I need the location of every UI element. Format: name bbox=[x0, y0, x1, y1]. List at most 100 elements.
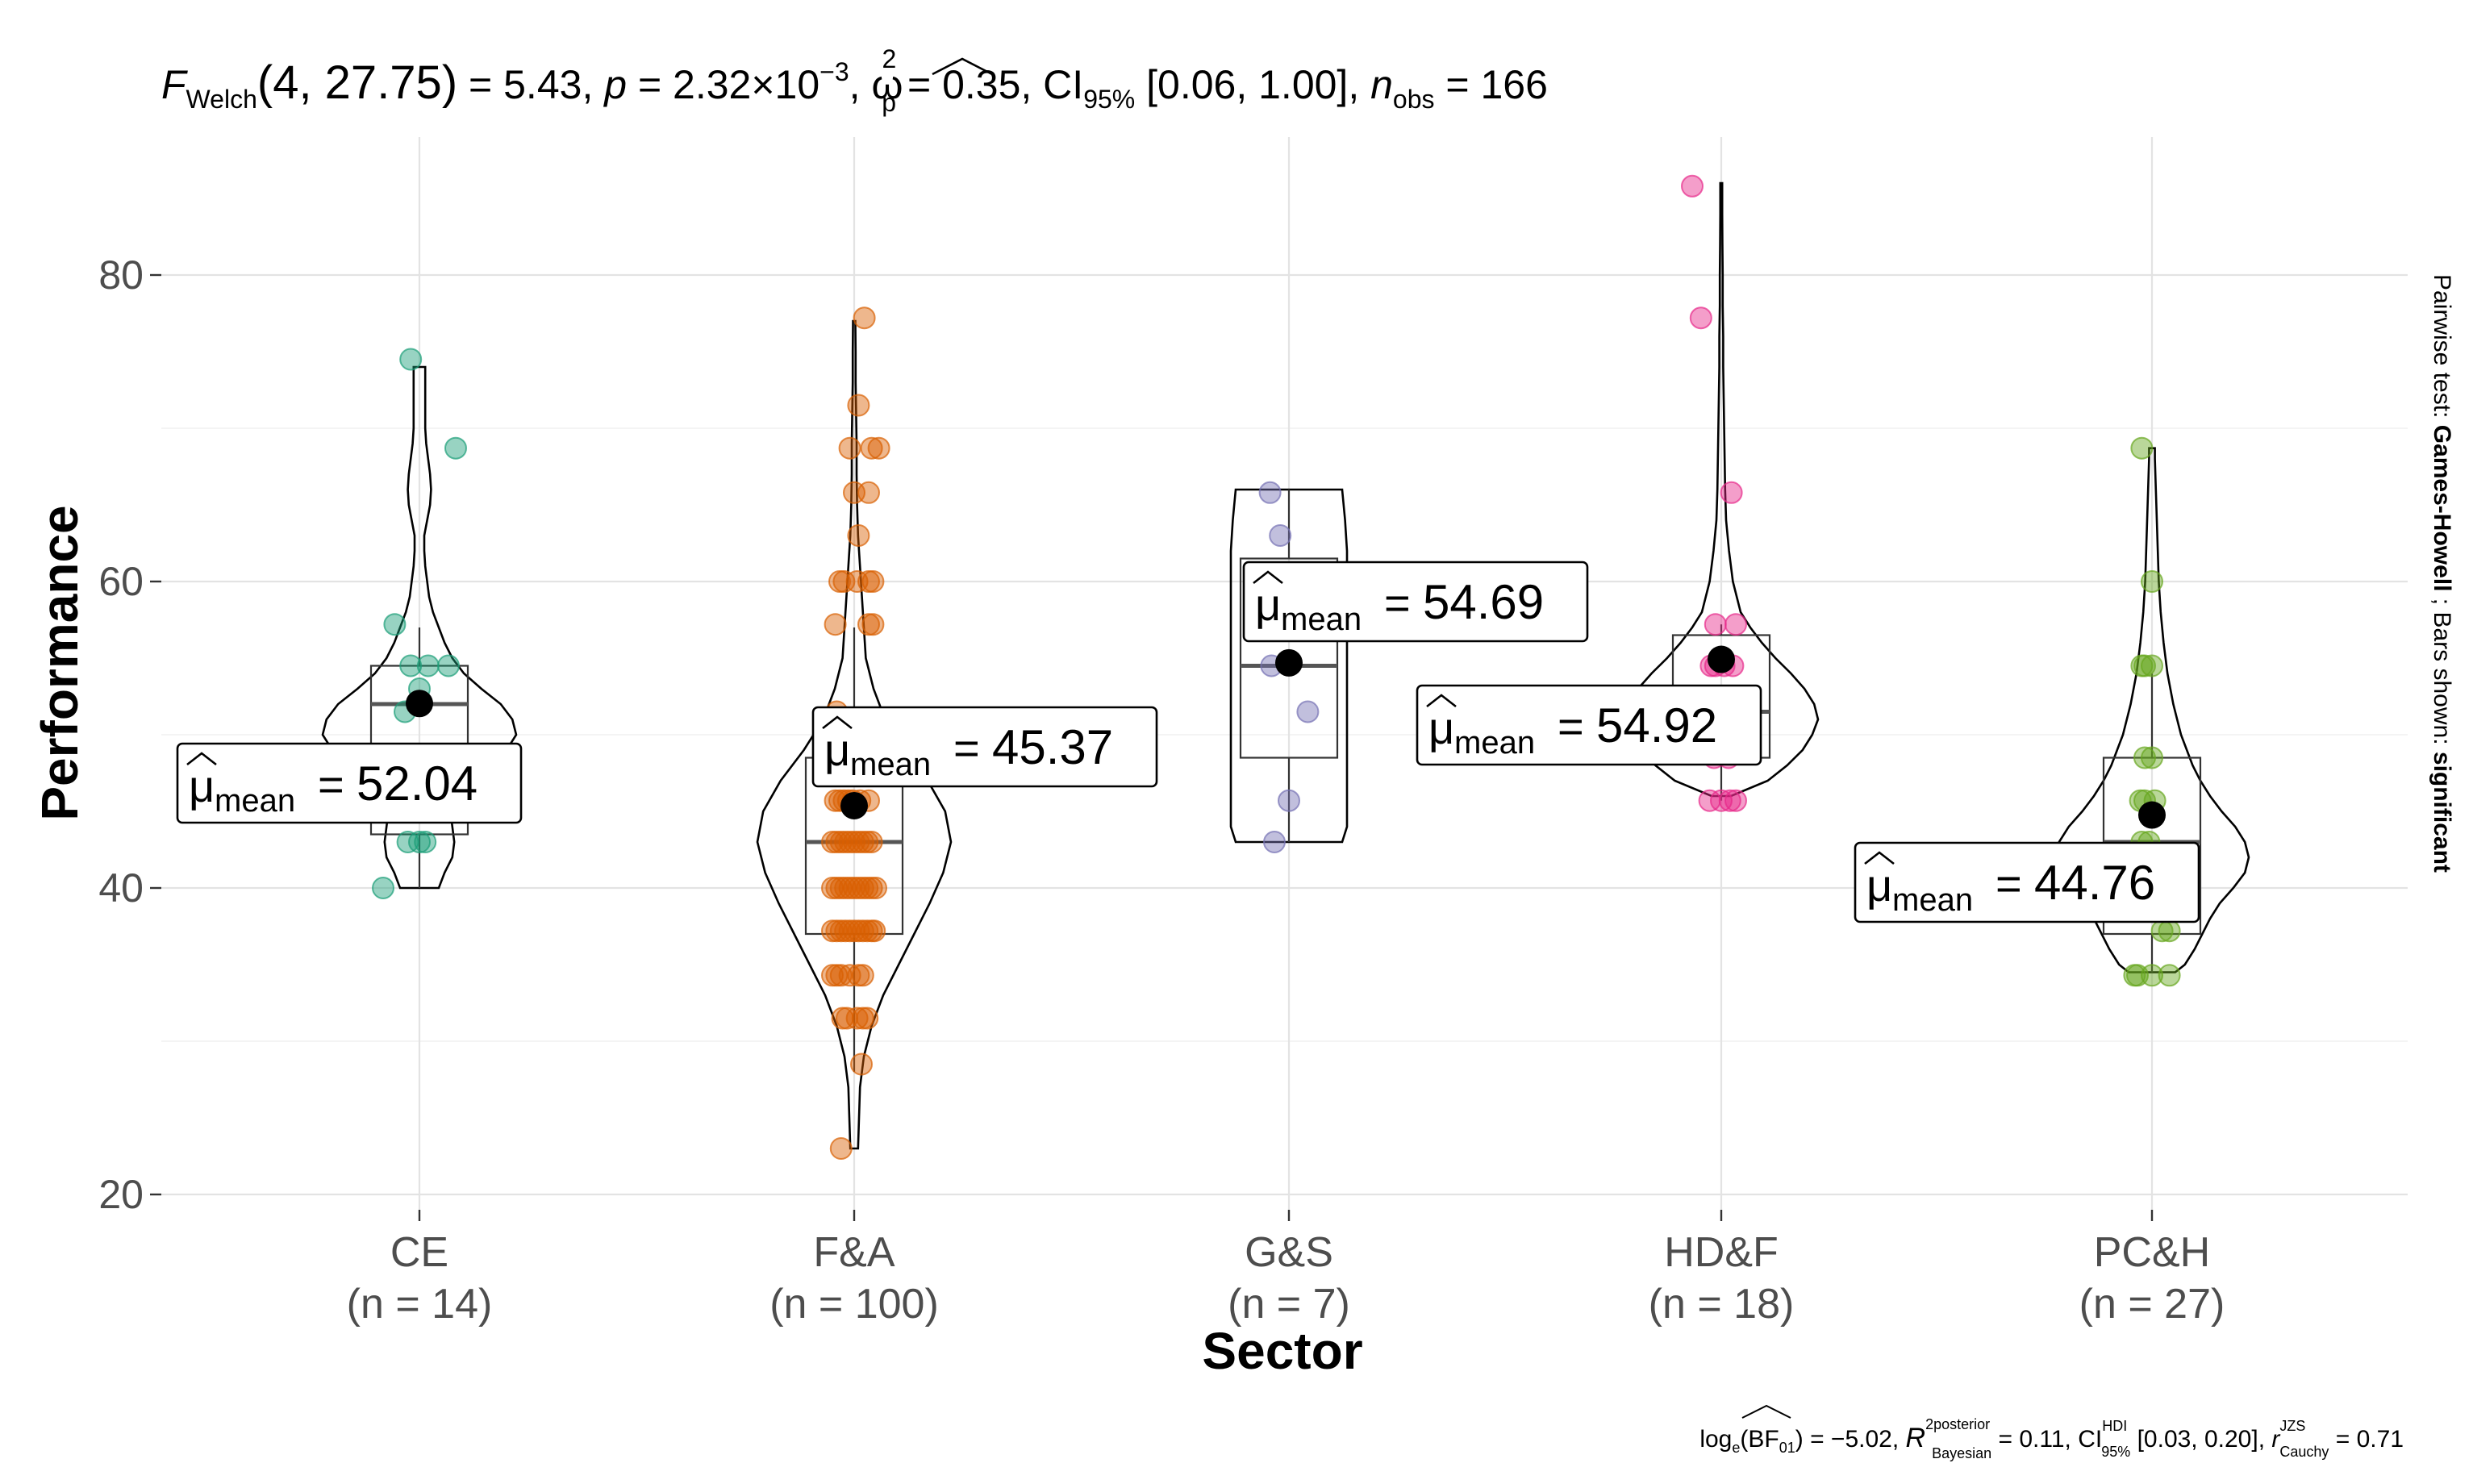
x-tick-label: G&S bbox=[1245, 1229, 1333, 1276]
mean-label-box bbox=[176, 742, 523, 824]
mean-label-equals: = bbox=[1384, 577, 1411, 628]
data-point bbox=[383, 613, 407, 636]
data-point bbox=[1258, 481, 1282, 504]
mean-point bbox=[840, 791, 868, 819]
mean-point bbox=[1708, 645, 1735, 673]
hat-icon bbox=[1253, 570, 1283, 585]
data-point bbox=[399, 654, 423, 677]
omega-hat-icon bbox=[932, 57, 993, 76]
hat-icon bbox=[1426, 694, 1457, 708]
data-point bbox=[861, 570, 885, 593]
data-point bbox=[372, 877, 394, 899]
data-point bbox=[444, 436, 467, 460]
data-point bbox=[829, 1137, 853, 1160]
mean-label-symbol: μ bbox=[1866, 860, 1892, 911]
mean-label: μ mean = 44.76 bbox=[1854, 841, 2200, 923]
data-point bbox=[1278, 789, 1300, 812]
data-point bbox=[2158, 919, 2181, 943]
data-point bbox=[838, 964, 861, 987]
mean-label-sub: mean bbox=[850, 747, 931, 782]
mean-label: μ mean = 52.04 bbox=[176, 742, 523, 824]
data-point bbox=[867, 436, 890, 460]
y-tick-label: 60 bbox=[98, 559, 144, 604]
data-point bbox=[396, 831, 419, 853]
mean-label: μ mean = 54.69 bbox=[1242, 561, 1589, 643]
x-tick-count: (n = 7) bbox=[1228, 1281, 1350, 1328]
data-point bbox=[860, 831, 883, 853]
data-point bbox=[2130, 436, 2154, 460]
data-point bbox=[1269, 524, 1292, 547]
data-point bbox=[845, 570, 869, 593]
data-point bbox=[847, 394, 870, 417]
data-point bbox=[857, 481, 880, 504]
mean-label-box bbox=[1242, 561, 1589, 643]
mean-label-symbol: μ bbox=[824, 724, 850, 775]
mean-point bbox=[2138, 801, 2166, 829]
data-point bbox=[861, 613, 885, 636]
x-tick-count: (n = 100) bbox=[769, 1281, 939, 1328]
data-point bbox=[408, 831, 431, 853]
data-point bbox=[847, 524, 870, 547]
mean-label-sub: mean bbox=[215, 783, 295, 819]
box bbox=[1239, 557, 1339, 759]
x-tick-label: CE bbox=[390, 1229, 448, 1276]
mean-label-sub: mean bbox=[1281, 602, 1362, 637]
mean-label-sub: mean bbox=[1454, 725, 1535, 761]
mean-label-box bbox=[1854, 841, 2200, 923]
mean-label-equals: = bbox=[1995, 858, 2022, 909]
x-tick-count: (n = 14) bbox=[347, 1281, 493, 1328]
x-tick-count: (n = 18) bbox=[1649, 1281, 1795, 1328]
data-point bbox=[865, 877, 887, 899]
mean-label-equals: = bbox=[1558, 701, 1584, 752]
y-tick-label: 20 bbox=[98, 1172, 144, 1217]
x-axis-title: Sector bbox=[1202, 1322, 1362, 1380]
data-point bbox=[856, 1007, 879, 1030]
mean-label-value: 45.37 bbox=[992, 720, 1113, 774]
subtitle: FWelch(4, 27.75) = 5.43, p = 2.32×10−3, … bbox=[161, 44, 1548, 117]
mean-label-value: 54.92 bbox=[1596, 698, 1717, 752]
r2-hat-icon bbox=[1741, 1404, 1791, 1419]
y-axis: 20 40 60 80 bbox=[98, 252, 161, 1217]
mean-label-symbol: μ bbox=[189, 761, 215, 811]
mean-label-equals: = bbox=[953, 723, 980, 773]
violin bbox=[321, 365, 518, 890]
mean-label-value: 44.76 bbox=[2034, 856, 2155, 910]
data-point bbox=[437, 654, 460, 677]
data-point bbox=[416, 654, 440, 677]
group-fa bbox=[756, 306, 953, 1160]
x-tick-count: (n = 27) bbox=[2079, 1281, 2225, 1328]
data-point bbox=[1718, 789, 1741, 812]
data-point bbox=[2141, 746, 2163, 769]
data-point bbox=[824, 613, 847, 636]
violin bbox=[1623, 181, 1820, 798]
data-point bbox=[1724, 789, 1747, 812]
pairwise-label: Pairwise test: Games-Howell ; Bars shown… bbox=[2429, 274, 2455, 873]
data-point bbox=[399, 348, 423, 371]
data-point bbox=[2141, 570, 2163, 593]
hat-icon bbox=[186, 752, 217, 766]
data-point bbox=[2158, 964, 2181, 987]
data-point bbox=[1689, 306, 1712, 330]
mean-label: μ mean = 45.37 bbox=[811, 706, 1158, 788]
data-point bbox=[838, 436, 861, 460]
data-point bbox=[853, 306, 876, 330]
data-point bbox=[2141, 654, 2163, 677]
mean-label-value: 52.04 bbox=[357, 757, 478, 811]
y-tick-label: 80 bbox=[98, 252, 144, 298]
data-point bbox=[1704, 613, 1727, 636]
caption: loge(BF01) = −5.02, R2posterior Bayesian … bbox=[1699, 1416, 2404, 1461]
mean-point bbox=[1275, 648, 1303, 677]
group-gs bbox=[1229, 481, 1349, 853]
mean-labels: μ mean = 52.04μ mean = 45.37μ mean = 54.69μ mean = 5… bbox=[176, 561, 2200, 923]
y-tick-label: 40 bbox=[98, 865, 144, 911]
data-point bbox=[851, 964, 874, 987]
mean-label-symbol: μ bbox=[1428, 702, 1454, 753]
data-point bbox=[1720, 481, 1743, 504]
data-point bbox=[1724, 613, 1747, 636]
data-point bbox=[1681, 174, 1704, 198]
data-point bbox=[860, 436, 883, 460]
data-point bbox=[414, 831, 437, 853]
data-point bbox=[1296, 700, 1320, 723]
mean-label-box bbox=[811, 706, 1158, 788]
